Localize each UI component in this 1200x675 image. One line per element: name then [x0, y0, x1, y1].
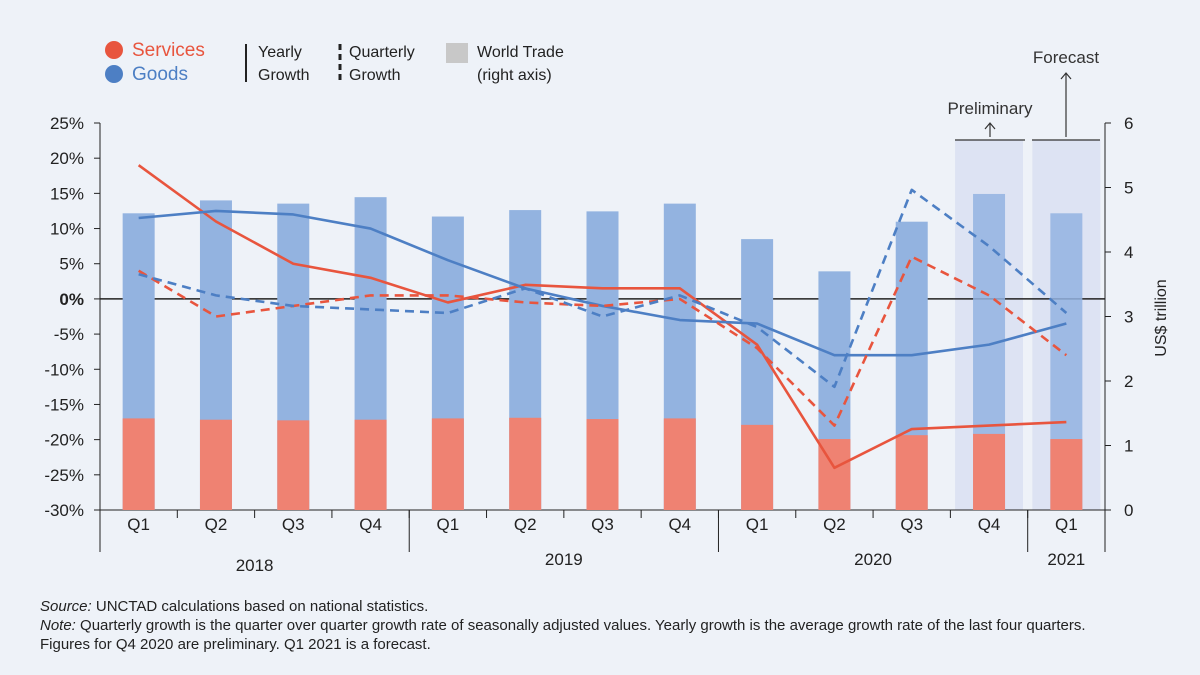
category-label: Q4 [359, 515, 382, 534]
legend-quarterly-label-1: Quarterly [349, 44, 415, 61]
right-tick-label: 5 [1124, 179, 1133, 198]
legend-services-label: Services [132, 40, 205, 61]
chart-notes: Source: UNCTAD calculations based on nat… [40, 597, 1160, 654]
left-tick-label: -30% [44, 501, 84, 520]
goods-quarterly-growth-line [138, 188, 1068, 389]
legend-quarterly-label-2: Growth [349, 67, 401, 84]
category-label: Q1 [746, 515, 769, 534]
legend-services-swatch [105, 41, 123, 59]
left-tick-label: 20% [50, 149, 84, 168]
year-label: 2020 [854, 550, 892, 569]
services-trade-bar [741, 424, 774, 510]
legend-yearly-label-1: Yearly [258, 44, 302, 61]
category-label: Q3 [282, 515, 305, 534]
category-label: Q2 [514, 515, 537, 534]
left-tick-label: 10% [50, 220, 84, 239]
right-tick-label: 0 [1124, 501, 1133, 520]
right-tick-label: 2 [1124, 372, 1133, 391]
forecast-label: Forecast [1033, 48, 1099, 67]
legend-trade-label-1: World Trade [477, 44, 564, 61]
note-text-2: Figures for Q4 2020 are preliminary. Q1 … [40, 636, 431, 653]
legend-goods-label: Goods [132, 64, 188, 85]
left-tick-label: -15% [44, 395, 84, 414]
category-label: Q4 [668, 515, 691, 534]
right-tick-label: 1 [1124, 437, 1133, 456]
services-yearly-growth-line [137, 164, 1067, 470]
left-tick-label: 5% [59, 255, 84, 274]
services-trade-bar [1050, 439, 1083, 510]
left-tick-label: 15% [50, 184, 84, 203]
left-tick-label: -5% [54, 325, 84, 344]
left-tick-label: 0% [59, 290, 84, 309]
services-trade-bar [277, 420, 310, 510]
source-text: UNCTAD calculations based on national st… [91, 598, 429, 615]
services-trade-bar [199, 419, 232, 510]
source-line: Source: UNCTAD calculations based on nat… [40, 597, 1160, 616]
legend-trade-label-2: (right axis) [477, 67, 552, 84]
note-text: Quarterly growth is the quarter over qua… [75, 617, 1086, 634]
services-trade-bar [586, 419, 619, 510]
category-label: Q1 [437, 515, 460, 534]
services-trade-bar [509, 417, 542, 510]
legend: Services Goods Yearly Growth Quarterly G… [105, 40, 564, 85]
category-label: Q2 [823, 515, 846, 534]
right-tick-label: 3 [1124, 308, 1133, 327]
year-label: 2018 [236, 556, 274, 575]
forecast-arrowhead [1060, 72, 1072, 80]
category-label: Q3 [591, 515, 614, 534]
right-axis-label: US$ trillion [1153, 279, 1170, 356]
year-label: 2021 [1047, 550, 1085, 569]
trade-chart: 25% 20% 15% 10% 5% 0% -5% -10% -15% -20% -25% -30% 0… [44, 40, 1170, 575]
left-tick-label: 25% [50, 114, 84, 133]
legend-goods-swatch [105, 65, 123, 83]
note-label: Note: [40, 617, 76, 634]
right-tick-label: 4 [1124, 243, 1133, 262]
source-label: Source: [40, 598, 92, 615]
note-line: Note: Quarterly growth is the quarter ov… [40, 616, 1160, 635]
preliminary-label: Preliminary [947, 99, 1033, 118]
left-tick-label: -25% [44, 466, 84, 485]
legend-yearly-label-2: Growth [258, 67, 310, 84]
legend-trade-swatch [446, 43, 468, 63]
bars [122, 193, 1083, 511]
preliminary-arrowhead [984, 122, 996, 130]
services-trade-bar [122, 418, 155, 510]
left-tick-label: -20% [44, 431, 84, 450]
note-line-2: Figures for Q4 2020 are preliminary. Q1 … [40, 635, 1160, 654]
category-label: Q3 [900, 515, 923, 534]
services-trade-bar [973, 433, 1006, 510]
preliminary-annotation: Preliminary [947, 99, 1033, 141]
services-trade-bar [663, 418, 696, 510]
right-tick-label: 6 [1124, 114, 1133, 133]
category-label: Q1 [1055, 515, 1078, 534]
left-tick-label: -10% [44, 360, 84, 379]
tick-labels: 25% 20% 15% 10% 5% 0% -5% -10% -15% -20% -25% -30% 0… [44, 114, 1133, 575]
lines [137, 164, 1068, 470]
category-label: Q1 [127, 515, 150, 534]
category-label: Q2 [205, 515, 228, 534]
services-trade-bar [895, 435, 928, 510]
forecast-annotation: Forecast [1032, 48, 1100, 141]
services-trade-bar [431, 418, 464, 510]
category-label: Q4 [978, 515, 1001, 534]
year-label: 2019 [545, 550, 583, 569]
goods-yearly-growth-line [138, 209, 1067, 357]
services-trade-bar [354, 419, 387, 510]
